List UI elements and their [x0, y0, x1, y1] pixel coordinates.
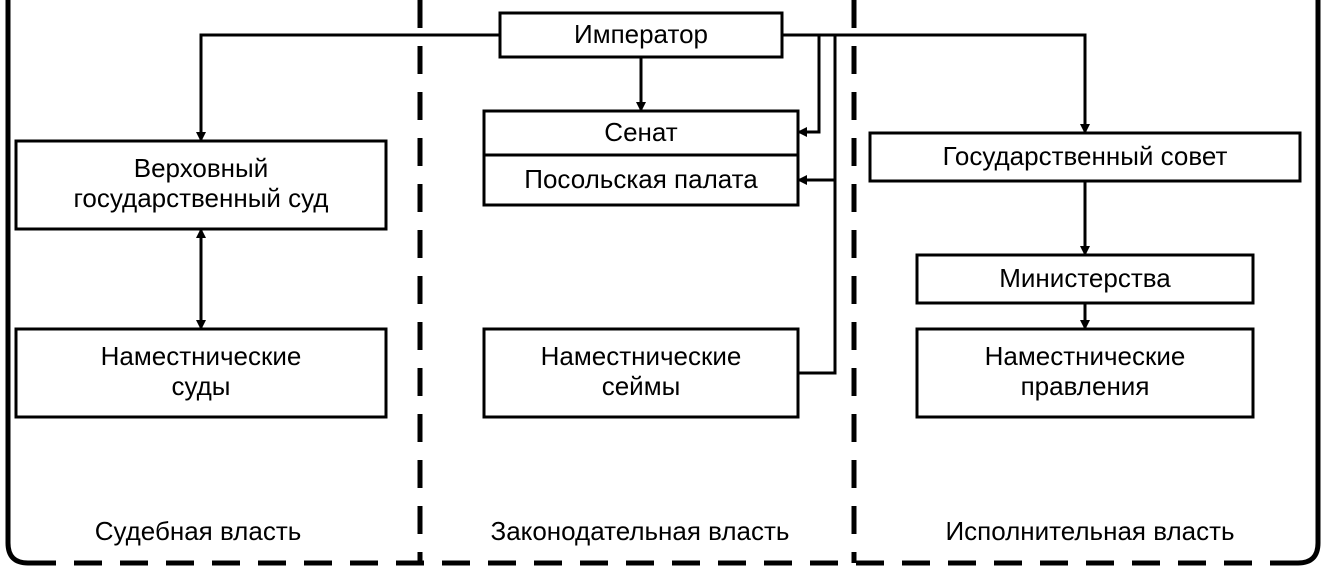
- node-label-embassy_chamber: Посольская палата: [524, 164, 758, 194]
- edge-seims-to-side: [798, 180, 835, 373]
- node-supreme_court: Верховныйгосударственный суд: [16, 141, 386, 229]
- edge-side-to-senate: [798, 35, 819, 132]
- node-state_council: Государственный совет: [870, 133, 1300, 181]
- node-ministries: Министерства: [917, 255, 1253, 303]
- node-viceroy_boards: Наместническиеправления: [917, 329, 1253, 417]
- left-border: [8, 0, 28, 563]
- node-label-viceroy_courts-1: суды: [172, 371, 231, 401]
- edge-emp-to-court: [201, 35, 500, 141]
- edge-side-to-embassy: [798, 35, 835, 180]
- node-label-viceroy_boards-0: Наместнические: [985, 341, 1186, 371]
- caption-executive: Исполнительная власть: [945, 516, 1234, 546]
- node-label-viceroy_courts-0: Наместнические: [101, 341, 302, 371]
- edge-emp-to-exec: [782, 35, 1085, 133]
- node-embassy_chamber: Посольская палата: [484, 155, 798, 205]
- node-label-ministries: Министерства: [999, 263, 1171, 293]
- node-label-state_council: Государственный совет: [943, 141, 1228, 171]
- node-label-viceroy_seims-0: Наместнические: [541, 341, 742, 371]
- node-viceroy_seims: Наместническиесеймы: [484, 329, 798, 417]
- node-label-viceroy_boards-1: правления: [1021, 371, 1150, 401]
- caption-judicial: Судебная власть: [95, 516, 302, 546]
- node-emperor: Император: [500, 13, 782, 57]
- node-viceroy_courts: Наместническиесуды: [16, 329, 386, 417]
- caption-legislative: Законодательная власть: [491, 516, 790, 546]
- node-senate: Сенат: [484, 111, 798, 155]
- right-border: [1298, 0, 1318, 563]
- node-label-supreme_court-1: государственный суд: [74, 183, 329, 213]
- node-label-emperor: Император: [574, 19, 708, 49]
- node-label-senate: Сенат: [604, 117, 677, 147]
- node-label-supreme_court-0: Верховный: [134, 153, 269, 183]
- node-label-viceroy_seims-1: сеймы: [602, 371, 681, 401]
